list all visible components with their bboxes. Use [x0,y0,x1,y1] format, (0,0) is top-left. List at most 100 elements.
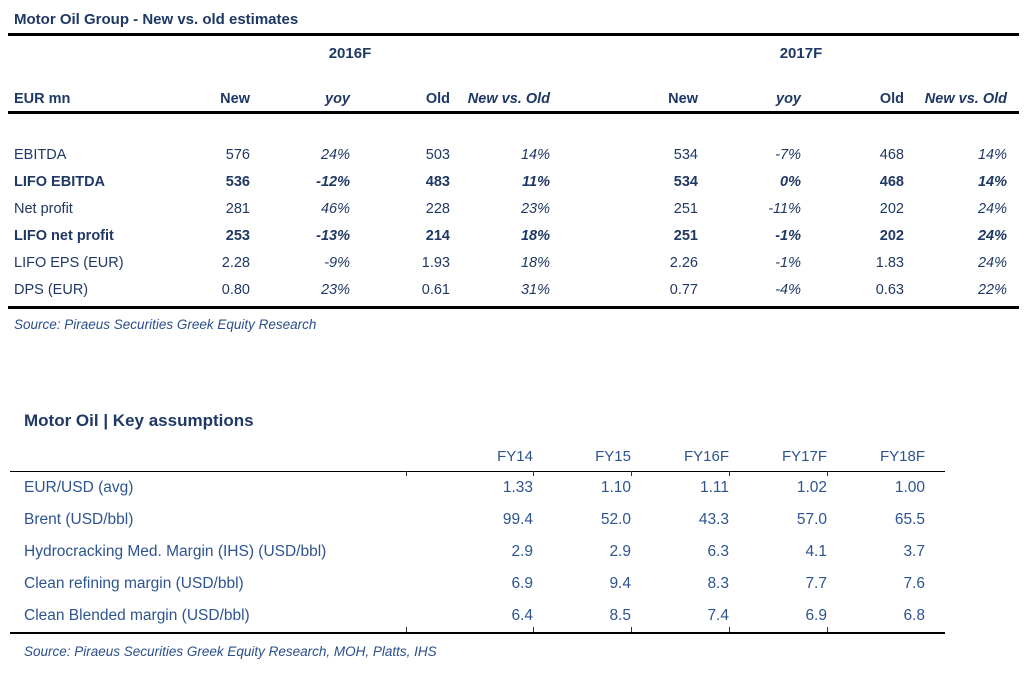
cell-old-2016: 1.93 [421,254,450,271]
col-header-fy17f: FY17F [781,448,827,465]
cell-fy16f: 6.3 [707,543,729,560]
col-header-fy14: FY14 [497,448,533,465]
column-divider-tick [631,627,632,632]
cell-yoy-2017: 0% [780,173,801,190]
cell-fy18f: 65.5 [894,511,925,528]
table-row: LIFO EPS (EUR) 2.28 -9% 1.93 18% 2.26 -1… [8,249,1019,276]
column-divider-tick [631,471,632,476]
col-header-fy15: FY15 [595,448,631,465]
cell-fy14: 1.33 [502,479,533,496]
row-label: Hydrocracking Med. Margin (IHS) (USD/bbl… [24,543,327,560]
row-label: LIFO EPS (EUR) [14,254,124,271]
cell-newvsold-2017: 22% [977,281,1007,298]
assumptions-column-header-row: FY14 FY15 FY16F FY17F FY18F [10,446,945,476]
table-row: EBITDA 576 24% 503 14% 534 -7% 468 14% [8,141,1019,168]
cell-fy14: 6.4 [511,607,533,624]
cell-fy14: 6.9 [511,575,533,592]
cell-old-2016: 228 [425,200,450,217]
cell-fy15: 1.10 [600,479,631,496]
col-header-newvsold-2016: New vs. Old [467,90,550,107]
cell-newvsold-2017: 24% [977,227,1007,244]
cell-newvsold-2017: 24% [977,254,1007,271]
row-label: EUR/USD (avg) [24,479,134,496]
cell-fy15: 2.9 [609,543,631,560]
cell-newvsold-2016: 18% [520,254,550,271]
col-header-old-2016: Old [425,90,450,107]
column-divider-tick [729,471,730,476]
row-label: Clean refining margin (USD/bbl) [24,575,244,592]
cell-new-2017: 251 [673,227,698,244]
cell-new-2017: 534 [673,173,698,190]
cell-fy18f: 1.00 [894,479,925,496]
row-label: LIFO net profit [14,227,114,244]
cell-new-2016: 281 [225,200,250,217]
cell-old-2017: 202 [879,200,904,217]
row-label: DPS (EUR) [14,281,89,298]
column-divider-tick [827,471,828,476]
cell-old-2017: 1.83 [875,254,904,271]
column-divider-tick [729,627,730,632]
row-label: LIFO EBITDA [14,173,106,190]
assumptions-source-note: Source: Piraeus Securities Greek Equity … [24,644,437,659]
cell-fy15: 52.0 [600,511,631,528]
cell-fy16f: 1.11 [699,479,729,496]
cell-old-2016: 0.61 [421,281,450,298]
unit-label: EUR mn [14,90,71,107]
cell-fy16f: 7.4 [707,607,729,624]
row-label: Net profit [14,200,73,217]
cell-new-2016: 536 [225,173,250,190]
cell-yoy-2016: -9% [324,254,350,271]
cell-fy14: 99.4 [502,511,533,528]
estimates-year-group-row: 2016F 2017F [8,43,1019,63]
group-header-2016f: 2016F [328,44,372,62]
cell-newvsold-2016: 18% [520,227,550,244]
cell-old-2016: 483 [425,173,450,190]
column-divider-tick [406,627,407,632]
table-row: EUR/USD (avg) 1.33 1.10 1.11 1.02 1.00 [10,472,945,504]
col-header-fy18f: FY18F [879,448,925,465]
cell-yoy-2017: -11% [768,200,801,217]
table-row: Clean Blended margin (USD/bbl) 6.4 8.5 7… [10,600,945,632]
col-header-fy16f: FY16F [683,448,729,465]
row-label: Brent (USD/bbl) [24,511,134,528]
cell-yoy-2017: -7% [775,146,801,163]
cell-yoy-2016: 46% [320,200,350,217]
cell-fy17f: 4.1 [805,543,827,560]
estimates-table-title: Motor Oil Group - New vs. old estimates [8,0,1019,36]
cell-newvsold-2016: 11% [522,173,550,190]
cell-yoy-2016: 23% [320,281,350,298]
assumptions-table-body: EUR/USD (avg) 1.33 1.10 1.11 1.02 1.00 B… [10,472,945,634]
cell-old-2016: 214 [425,227,450,244]
column-divider-tick [406,471,407,476]
cell-yoy-2016: -12% [316,173,350,190]
cell-yoy-2017: -1% [775,254,801,271]
cell-fy18f: 6.8 [903,607,925,624]
cell-new-2017: 0.77 [669,281,698,298]
cell-newvsold-2016: 23% [520,200,550,217]
cell-newvsold-2016: 14% [520,146,550,163]
cell-yoy-2017: -1% [775,227,801,244]
table-row: Brent (USD/bbl) 99.4 52.0 43.3 57.0 65.5 [10,504,945,536]
cell-fy18f: 3.7 [903,543,925,560]
cell-fy15: 8.5 [609,607,631,624]
cell-newvsold-2017: 14% [977,173,1007,190]
table-row: LIFO net profit 253 -13% 214 18% 251 -1%… [8,222,1019,249]
cell-old-2017: 468 [879,173,904,190]
cell-new-2016: 2.28 [221,254,250,271]
cell-fy18f: 7.6 [903,575,925,592]
cell-new-2017: 2.26 [669,254,698,271]
table-row: Net profit 281 46% 228 23% 251 -11% 202 … [8,195,1019,222]
group-header-2017f: 2017F [779,44,823,62]
cell-yoy-2017: -4% [775,281,801,298]
column-divider-tick [827,627,828,632]
col-header-new-2016: New [220,90,250,107]
table-row: Hydrocracking Med. Margin (IHS) (USD/bbl… [10,536,945,568]
cell-old-2017: 0.63 [875,281,904,298]
cell-newvsold-2017: 14% [977,146,1007,163]
cell-old-2016: 503 [425,146,450,163]
row-label: EBITDA [14,146,67,163]
table-row: Clean refining margin (USD/bbl) 6.9 9.4 … [10,568,945,600]
cell-fy17f: 7.7 [805,575,827,592]
cell-new-2016: 576 [225,146,250,163]
cell-yoy-2016: -13% [316,227,350,244]
